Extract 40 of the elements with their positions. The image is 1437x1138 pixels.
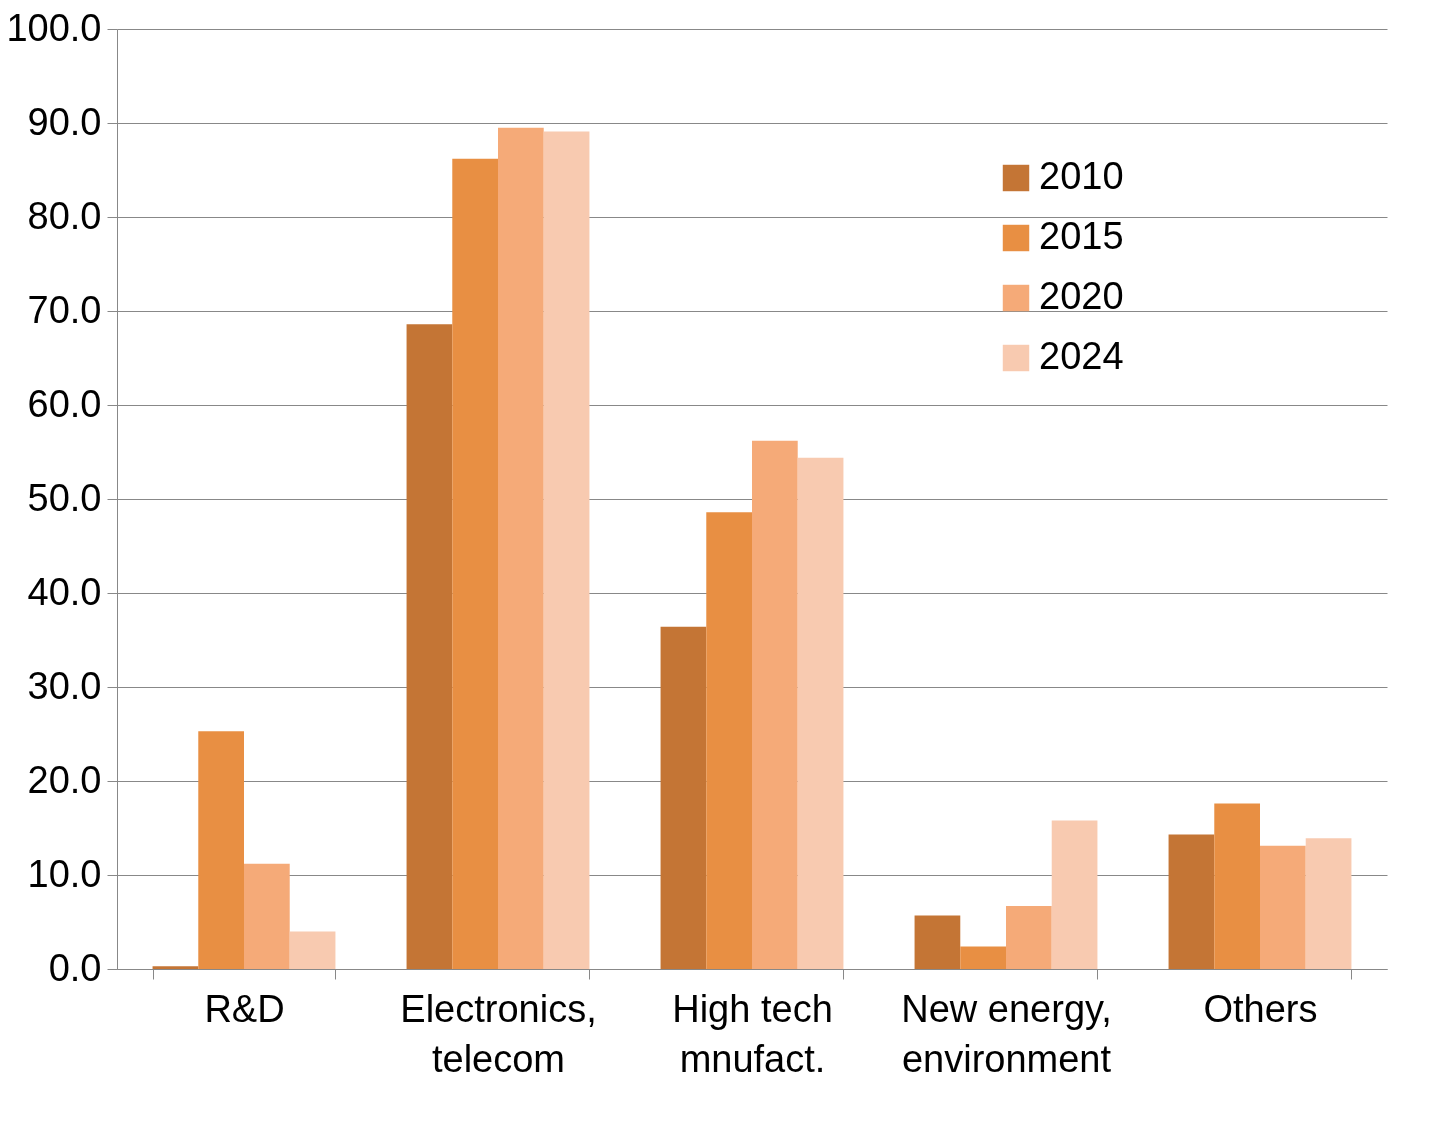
y-tick-label: 100.0 xyxy=(6,6,102,49)
y-tick-label: 60.0 xyxy=(27,382,102,425)
bar xyxy=(1006,906,1052,969)
bar xyxy=(752,440,798,969)
y-tick-label: 50.0 xyxy=(27,476,102,519)
bar xyxy=(960,946,1006,969)
bar xyxy=(452,158,498,969)
bar xyxy=(706,512,752,969)
legend-label: 2020 xyxy=(1039,275,1124,317)
bar xyxy=(198,731,244,969)
y-tick-label: 10.0 xyxy=(27,852,102,895)
bar xyxy=(1051,820,1098,969)
y-tick-label: 30.0 xyxy=(27,664,102,707)
y-tick-label: 70.0 xyxy=(27,288,102,331)
x-tick-label: R&D xyxy=(204,987,285,1030)
x-tick-label: New energy, environment xyxy=(901,987,1112,1080)
y-tick-label: 40.0 xyxy=(27,570,102,613)
y-tick-label: 20.0 xyxy=(27,758,102,801)
bar xyxy=(1305,838,1352,969)
bar xyxy=(406,324,453,969)
bar xyxy=(1260,845,1306,969)
bar xyxy=(914,915,961,969)
legend-label: 2024 xyxy=(1039,335,1124,377)
bar xyxy=(498,127,544,969)
x-tick-label: Electronics, telecom xyxy=(400,987,597,1080)
legend-label: 2010 xyxy=(1039,155,1124,197)
y-tick-label: 0.0 xyxy=(48,946,102,989)
bar xyxy=(660,626,707,969)
y-tick-label: 90.0 xyxy=(27,100,102,143)
y-tick-label: 80.0 xyxy=(27,194,102,237)
x-tick-label: High tech mnufact. xyxy=(672,987,833,1080)
bar xyxy=(797,457,844,969)
bar xyxy=(152,966,199,969)
bar xyxy=(1168,834,1215,969)
x-tick-label: Others xyxy=(1203,987,1318,1030)
bar xyxy=(543,131,590,969)
bar xyxy=(1214,803,1260,969)
bar xyxy=(244,863,290,969)
bar xyxy=(289,931,336,969)
legend-label: 2015 xyxy=(1039,215,1124,257)
